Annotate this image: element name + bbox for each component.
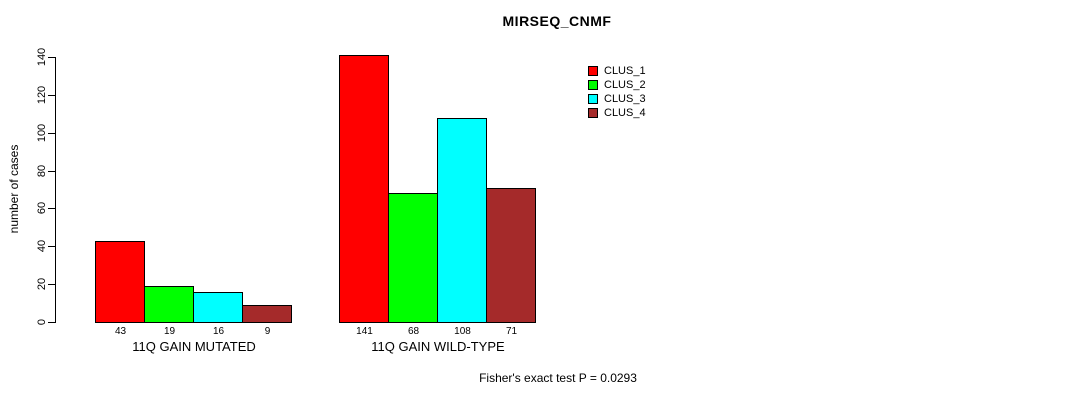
bar-CLUS_2 [144,286,194,323]
y-tick [48,322,55,323]
bar-value-label: 19 [163,326,176,337]
category-label: 11Q GAIN WILD-TYPE [371,339,505,354]
bar-value-label: 71 [505,326,518,337]
bar-CLUS_4 [242,304,292,323]
legend-swatch [588,94,598,104]
legend-swatch [588,108,598,118]
category-label: 11Q GAIN MUTATED [132,339,256,354]
bar-value-label: 43 [114,326,127,337]
bar-value-label: 68 [407,326,420,337]
y-tick-label: 60 [36,202,48,215]
legend-swatch [588,66,598,76]
y-axis-title: number of cases [7,144,21,234]
y-tick-label: 40 [36,240,48,253]
legend-label: CLUS_1 [604,65,646,77]
y-tick-label: 0 [36,318,48,326]
bar-value-label: 16 [212,326,225,337]
legend-swatch [588,80,598,90]
bar-value-label: 108 [454,326,471,337]
y-tick [48,132,55,134]
y-tick [48,94,55,96]
y-tick [48,208,55,210]
y-tick-label: 80 [36,164,48,177]
y-axis-line [55,57,56,323]
bar-CLUS_3 [193,291,243,323]
legend-label: CLUS_2 [604,79,646,91]
bar-CLUS_1 [95,240,145,323]
legend-label: CLUS_3 [604,93,646,105]
y-tick-label: 20 [36,278,48,291]
bar-value-label: 9 [264,326,271,337]
legend-label: CLUS_4 [604,107,646,119]
y-tick [48,170,55,172]
bar-CLUS_4 [486,187,536,323]
y-tick-label: 140 [36,47,48,67]
y-tick [48,246,55,248]
bar-value-label: 141 [356,326,373,337]
annotation-text: Fisher's exact test P = 0.0293 [479,371,637,385]
bar-CLUS_1 [339,55,389,323]
y-tick-label: 120 [36,85,48,105]
chart-title: MIRSEQ_CNMF [502,13,612,29]
bar-CLUS_3 [437,117,487,323]
bar-CLUS_2 [388,193,438,323]
y-tick [48,284,55,286]
y-tick-label: 100 [36,123,48,142]
y-tick [48,57,55,58]
